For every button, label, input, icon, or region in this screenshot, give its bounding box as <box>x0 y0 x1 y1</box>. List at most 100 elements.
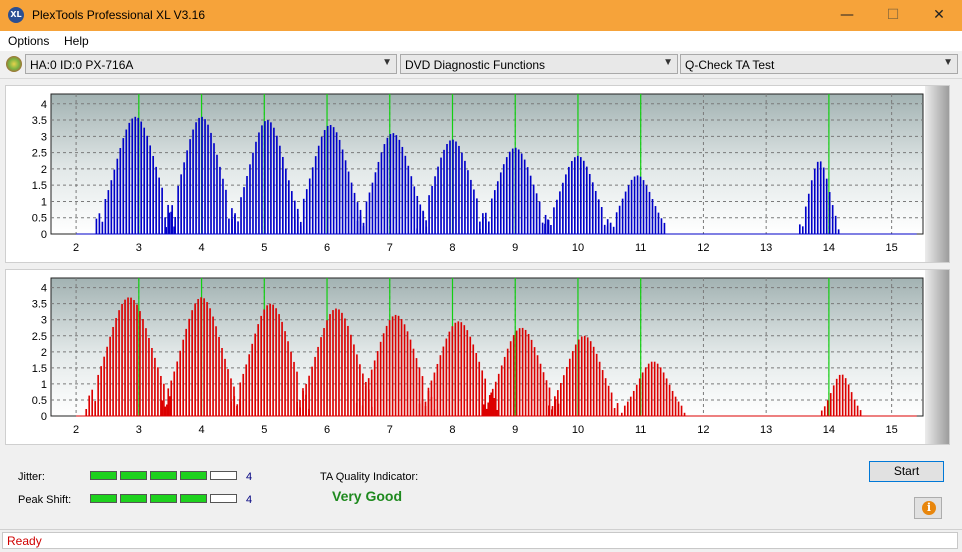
bar <box>293 200 296 234</box>
bar <box>538 201 541 234</box>
bar <box>201 116 203 234</box>
bar <box>527 334 530 416</box>
bar <box>475 352 478 416</box>
bar <box>228 218 230 234</box>
bar <box>457 321 460 416</box>
chevron-down-icon: ▼ <box>663 57 673 68</box>
bar <box>133 300 135 416</box>
bar <box>621 198 624 234</box>
bar <box>406 331 409 416</box>
ta-quality-label: TA Quality Indicator: <box>320 471 419 483</box>
bar <box>829 393 832 416</box>
bar <box>633 176 636 234</box>
test-select[interactable]: Q-Check TA Test ▼ <box>680 54 958 74</box>
bar <box>616 403 619 416</box>
minimize-button[interactable]: — <box>840 7 854 23</box>
bar <box>488 395 491 416</box>
bar <box>157 367 159 416</box>
bar <box>496 409 498 416</box>
x-tick-label: 15 <box>886 242 898 254</box>
jitter-value: 4 <box>246 471 253 483</box>
bar <box>341 312 343 416</box>
menu-options[interactable]: Options <box>8 34 50 48</box>
y-tick-label: 2.5 <box>32 148 47 160</box>
bar <box>514 147 517 234</box>
bar <box>118 310 120 416</box>
bar <box>219 166 221 234</box>
bar <box>182 339 185 416</box>
peak-shift-label: Peak Shift: <box>18 494 72 506</box>
x-tick-label: 10 <box>572 242 584 254</box>
info-button[interactable]: i <box>914 497 942 519</box>
bar <box>161 187 163 234</box>
bar <box>639 176 642 234</box>
bar <box>488 221 490 234</box>
land-distribution-chart: 0 0.5 1 1.5 2 2.5 3 3.5 4 2 3 4 5 6 7 8 9 10 11 12 13 14 15 <box>32 86 949 262</box>
start-button[interactable]: Start <box>869 461 944 482</box>
bar <box>505 157 508 234</box>
bar <box>430 380 433 416</box>
bar <box>167 388 170 416</box>
peak-shift-value: 4 <box>246 494 253 506</box>
bar <box>222 178 224 234</box>
bar <box>296 371 298 416</box>
bar <box>485 408 488 416</box>
bar <box>662 372 665 416</box>
bar <box>458 145 460 234</box>
bar <box>656 363 659 416</box>
bar <box>502 164 505 234</box>
bar <box>626 401 629 416</box>
x-tick-label: 15 <box>886 424 898 436</box>
bar <box>169 396 171 416</box>
bar <box>167 204 169 234</box>
bar <box>171 205 173 234</box>
bar <box>302 198 305 234</box>
maximize-button[interactable]: ☐ <box>886 7 900 23</box>
bar <box>835 378 838 416</box>
bar <box>597 199 600 234</box>
bar <box>562 375 565 416</box>
bar <box>242 373 245 416</box>
bar <box>425 220 427 234</box>
bar <box>151 347 153 416</box>
plot-area <box>50 277 924 417</box>
x-tick-label: 5 <box>261 242 267 254</box>
bar <box>841 374 844 416</box>
bar <box>557 390 559 416</box>
bar <box>95 218 98 234</box>
bar <box>329 314 331 416</box>
y-tick-label: 2 <box>41 164 47 176</box>
bar <box>446 143 448 234</box>
x-tick-label: 10 <box>572 424 584 436</box>
y-tick-label: 4 <box>41 283 47 295</box>
bar <box>350 182 353 234</box>
bar <box>419 216 421 234</box>
bar <box>207 124 209 234</box>
function-select[interactable]: DVD Diagnostic Functions ▼ <box>400 54 678 74</box>
bar <box>398 139 401 234</box>
bar <box>119 148 122 234</box>
bar <box>288 180 290 234</box>
bar <box>285 168 287 234</box>
x-tick-label: 9 <box>512 424 518 436</box>
close-button[interactable]: ✕ <box>933 7 945 23</box>
bar <box>146 135 149 234</box>
bar <box>278 314 280 416</box>
bar <box>422 210 424 234</box>
x-tick-label: 14 <box>823 424 835 436</box>
bar <box>353 192 356 234</box>
bar <box>273 127 275 234</box>
x-tick-label: 6 <box>324 424 330 436</box>
bar <box>282 156 284 234</box>
bar <box>356 354 358 416</box>
bar <box>598 361 601 416</box>
bar <box>553 207 555 234</box>
drive-select[interactable]: HA:0 ID:0 PX-716A ▼ <box>25 54 397 74</box>
bar <box>361 405 364 416</box>
bar <box>838 374 841 416</box>
bar <box>547 219 549 234</box>
bar <box>131 118 134 234</box>
bar <box>136 304 138 416</box>
bar <box>825 178 828 234</box>
menu-help[interactable]: Help <box>64 34 89 48</box>
